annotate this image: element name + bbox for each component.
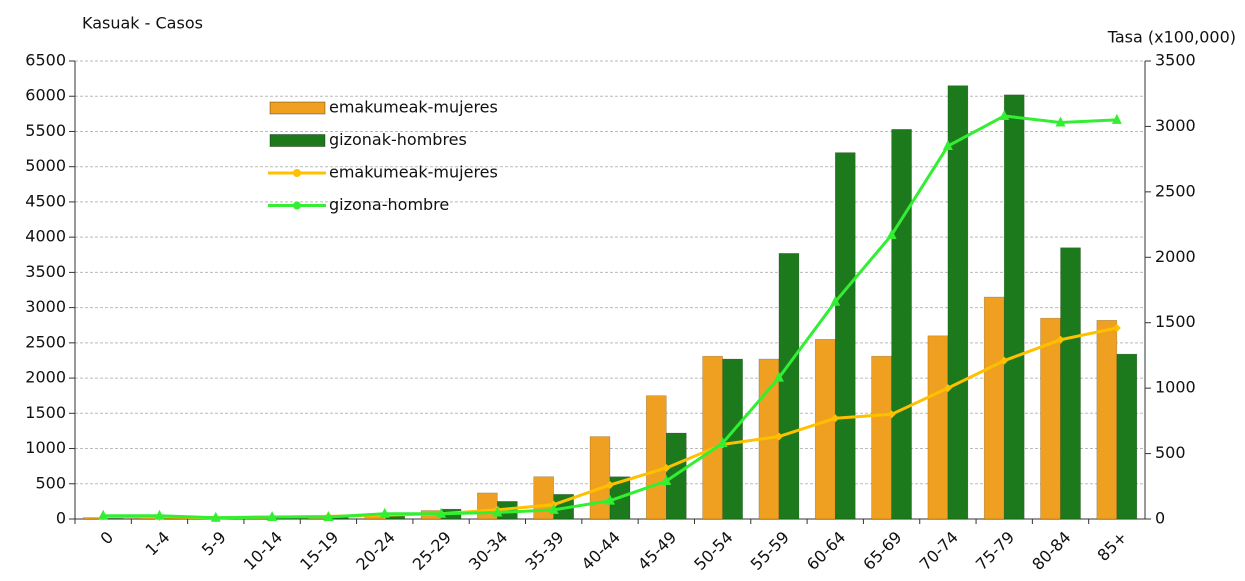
- marker: [1000, 356, 1009, 365]
- y-tick-label: 3500: [25, 262, 66, 281]
- bar: [927, 335, 949, 520]
- x-tick-label: 65-69: [859, 528, 905, 574]
- legend-marker: [293, 169, 301, 177]
- marker: [886, 229, 897, 240]
- marker: [943, 384, 952, 393]
- marker: [830, 295, 841, 306]
- y-tick-label: 4000: [25, 227, 66, 246]
- legend-label: gizona-hombre: [329, 195, 449, 214]
- x-tick-label: 5-9: [198, 528, 230, 560]
- bar: [1003, 94, 1025, 520]
- marker: [98, 509, 109, 520]
- bar: [646, 395, 667, 520]
- bar: [778, 253, 800, 520]
- y-tick-label: 4500: [25, 191, 66, 210]
- x-tick-label: 20-24: [352, 528, 398, 574]
- bar: [814, 339, 836, 520]
- legend-label: gizonak-hombres: [329, 130, 467, 149]
- x-tick-label: 85+: [1094, 528, 1131, 565]
- y-axis-label: Kasuak - Casos: [82, 14, 203, 33]
- x-tick-label: 50-54: [690, 528, 736, 574]
- marker: [154, 509, 165, 520]
- legend-swatch: [269, 101, 326, 115]
- y2-tick-label: 1500: [1155, 312, 1196, 331]
- x-tick-label: 25-29: [409, 528, 455, 574]
- bar: [1060, 247, 1081, 520]
- legend-label: emakumeak-mujeres: [329, 163, 498, 182]
- x-tick-label: 15-19: [296, 528, 342, 574]
- marker: [773, 371, 784, 382]
- x-tick-label: 0: [97, 528, 118, 549]
- marker: [1056, 335, 1065, 344]
- y-tick-label: 5000: [25, 156, 66, 175]
- y-tick-label: 500: [35, 473, 66, 492]
- y2-tick-label: 500: [1155, 443, 1186, 462]
- y-tick-label: 6500: [25, 51, 66, 70]
- y-tick-label: 1000: [25, 438, 66, 457]
- x-tick-label: 10-14: [240, 528, 286, 574]
- bar: [983, 296, 1005, 520]
- y2-tick-label: 3000: [1155, 116, 1196, 135]
- marker: [1055, 116, 1066, 127]
- marker: [774, 432, 783, 441]
- bar: [947, 85, 969, 520]
- x-tick-label: 75-79: [972, 528, 1018, 574]
- legend-label: emakumeak-mujeres: [329, 98, 498, 117]
- bar: [871, 355, 892, 520]
- y-tick-label: 1500: [25, 403, 66, 422]
- marker: [1112, 323, 1121, 332]
- marker: [379, 507, 390, 518]
- y-tick-label: 5500: [25, 121, 66, 140]
- marker: [999, 109, 1010, 120]
- x-tick-label: 30-34: [465, 528, 511, 574]
- marker: [942, 140, 953, 151]
- bar: [589, 436, 611, 520]
- y2-tick-label: 0: [1155, 509, 1165, 528]
- y-tick-label: 6000: [25, 86, 66, 105]
- y2-tick-label: 3500: [1155, 51, 1196, 70]
- y2-tick-label: 2000: [1155, 247, 1196, 266]
- marker: [210, 511, 221, 522]
- marker: [492, 506, 503, 517]
- y2-axis-label: Tasa (x100,000): [1107, 28, 1236, 47]
- legend-marker: [293, 201, 301, 210]
- y-tick-label: 0: [56, 509, 66, 528]
- x-tick-label: 35-39: [521, 528, 567, 574]
- bar: [834, 152, 856, 520]
- marker: [606, 480, 614, 489]
- marker: [1111, 113, 1122, 124]
- marker: [662, 463, 671, 472]
- x-tick-label: 70-74: [916, 528, 962, 574]
- x-tick-label: 55-59: [747, 528, 793, 574]
- marker: [436, 507, 447, 518]
- x-tick-label: 1-4: [142, 528, 174, 560]
- x-tick-label: 45-49: [634, 528, 680, 574]
- y-tick-label: 2000: [25, 368, 66, 387]
- y-tick-label: 3000: [25, 297, 66, 316]
- marker: [661, 475, 672, 486]
- y-tick-label: 2500: [25, 332, 66, 351]
- x-tick-label: 40-44: [578, 528, 624, 574]
- x-tick-label: 60-64: [803, 528, 849, 574]
- bar: [1096, 319, 1118, 520]
- bar: [1116, 353, 1138, 520]
- bar: [891, 129, 912, 520]
- marker: [323, 511, 334, 522]
- marker: [605, 494, 615, 505]
- y2-tick-label: 1000: [1155, 378, 1196, 397]
- marker: [717, 437, 728, 448]
- y2-tick-label: 2500: [1155, 181, 1196, 200]
- marker: [548, 503, 559, 514]
- marker: [887, 410, 896, 419]
- x-tick-label: 80-84: [1028, 528, 1074, 574]
- marker: [831, 414, 840, 423]
- legend-swatch: [269, 134, 326, 147]
- bar: [1040, 317, 1061, 520]
- bar: [702, 355, 723, 520]
- marker: [267, 511, 278, 522]
